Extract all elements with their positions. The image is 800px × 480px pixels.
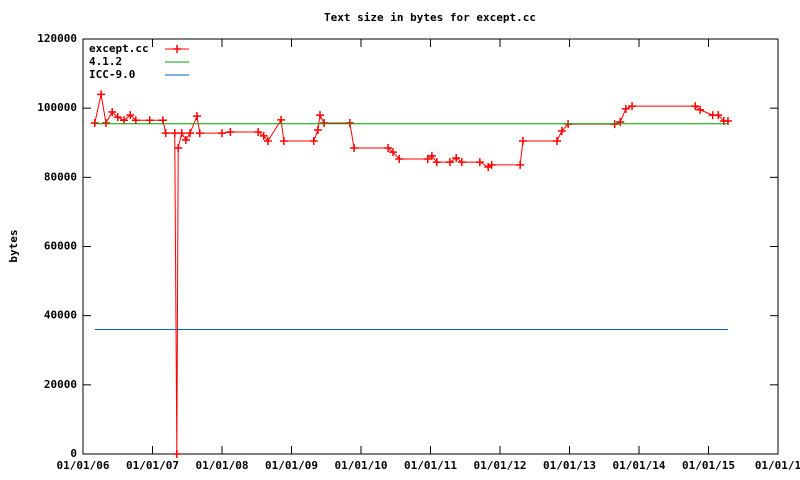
point-marker xyxy=(475,158,484,167)
plot-frame xyxy=(82,38,779,455)
point-marker xyxy=(181,135,190,144)
x-tick-label: 01/01/14 xyxy=(613,459,666,472)
point-marker xyxy=(101,119,110,128)
chart-title: Text size in bytes for except.cc xyxy=(324,11,536,24)
point-marker xyxy=(714,111,723,120)
point-marker xyxy=(350,143,359,152)
point-marker xyxy=(158,116,167,125)
point-marker xyxy=(177,129,186,138)
point-marker xyxy=(170,129,179,138)
point-marker xyxy=(395,155,404,164)
point-marker xyxy=(263,137,272,146)
point-marker xyxy=(345,119,354,128)
y-tick-label: 40000 xyxy=(44,309,77,322)
point-marker xyxy=(313,125,322,134)
point-marker xyxy=(192,112,201,121)
point-marker xyxy=(186,129,195,138)
point-marker xyxy=(277,115,286,124)
legend-label: except.cc xyxy=(89,42,149,55)
point-marker xyxy=(696,105,705,114)
point-marker xyxy=(388,148,397,157)
y-tick-label: 0 xyxy=(70,447,77,460)
y-tick-label: 60000 xyxy=(44,240,77,253)
x-tick-label: 01/01/07 xyxy=(126,459,179,472)
point-marker xyxy=(518,137,527,146)
point-marker xyxy=(195,129,204,138)
point-marker xyxy=(108,107,117,116)
legend-label: 4.1.2 xyxy=(89,55,122,68)
point-marker xyxy=(452,153,461,162)
x-tick-label: 01/01/15 xyxy=(682,459,735,472)
x-tick-label: 01/01/10 xyxy=(335,459,388,472)
point-marker xyxy=(432,158,441,167)
point-marker xyxy=(161,129,170,138)
point-marker xyxy=(320,119,329,128)
x-tick-label: 01/01/08 xyxy=(196,459,249,472)
point-marker xyxy=(113,113,122,122)
y-axis-label: bytes xyxy=(7,229,20,262)
x-tick-label: 01/01/1 xyxy=(755,459,800,472)
x-tick-label: 01/01/12 xyxy=(474,459,527,472)
point-marker xyxy=(254,128,263,137)
legend-marker xyxy=(173,45,181,53)
point-marker xyxy=(90,119,99,128)
point-marker xyxy=(218,129,226,138)
x-tick-label: 01/01/09 xyxy=(265,459,318,472)
point-marker xyxy=(628,102,637,111)
point-marker xyxy=(384,143,393,152)
point-marker xyxy=(445,158,454,167)
point-marker xyxy=(226,128,235,137)
point-marker xyxy=(423,155,432,164)
point-marker xyxy=(279,137,288,146)
x-tick-label: 01/01/06 xyxy=(57,459,110,472)
y-tick-label: 100000 xyxy=(37,101,77,114)
point-marker xyxy=(691,102,700,111)
point-marker xyxy=(552,137,561,146)
x-tick-label: 01/01/11 xyxy=(404,459,457,472)
point-marker xyxy=(427,151,436,160)
point-marker xyxy=(487,160,496,169)
point-marker xyxy=(516,160,525,169)
point-marker xyxy=(309,137,318,146)
point-marker xyxy=(174,143,183,152)
point-marker xyxy=(97,90,106,99)
point-marker xyxy=(120,116,129,125)
point-marker xyxy=(126,111,135,120)
y-tick-label: 120000 xyxy=(37,32,77,45)
point-marker xyxy=(315,111,324,120)
y-tick-label: 80000 xyxy=(44,170,77,183)
point-marker xyxy=(457,158,466,167)
point-marker xyxy=(621,104,630,113)
series-line xyxy=(94,94,728,455)
point-marker xyxy=(131,116,140,125)
point-marker xyxy=(259,131,268,140)
x-tick-label: 01/01/13 xyxy=(543,459,596,472)
point-marker xyxy=(145,116,154,125)
y-tick-label: 20000 xyxy=(44,378,77,391)
point-marker xyxy=(616,118,625,126)
point-marker xyxy=(557,126,566,135)
point-marker xyxy=(172,450,181,458)
legend-label: ICC-9.0 xyxy=(89,68,135,81)
